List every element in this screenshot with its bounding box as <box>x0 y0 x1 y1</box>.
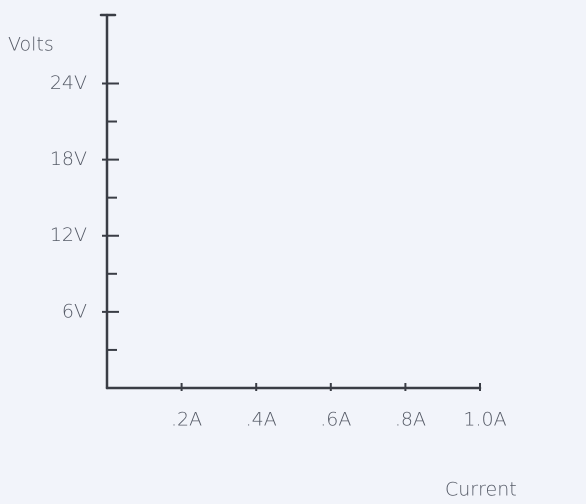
chart: Volts Current 6V 12V 18V 24V .2A .4A .6A .8A 1.0… <box>0 0 586 504</box>
x-tick-label: 1.0A <box>463 409 506 431</box>
y-tick-label: 12V <box>50 224 87 246</box>
x-tick-label: .2A <box>171 409 202 431</box>
x-tick-label: .6A <box>320 409 351 431</box>
y-axis-title: Volts <box>8 34 54 56</box>
y-tick-label: 24V <box>50 72 87 94</box>
x-tick-label: .8A <box>395 409 426 431</box>
x-axis-title: Current <box>445 479 517 501</box>
y-tick-label: 6V <box>62 300 87 322</box>
y-tick-label: 18V <box>50 148 87 170</box>
x-tick-label: .4A <box>246 409 277 431</box>
